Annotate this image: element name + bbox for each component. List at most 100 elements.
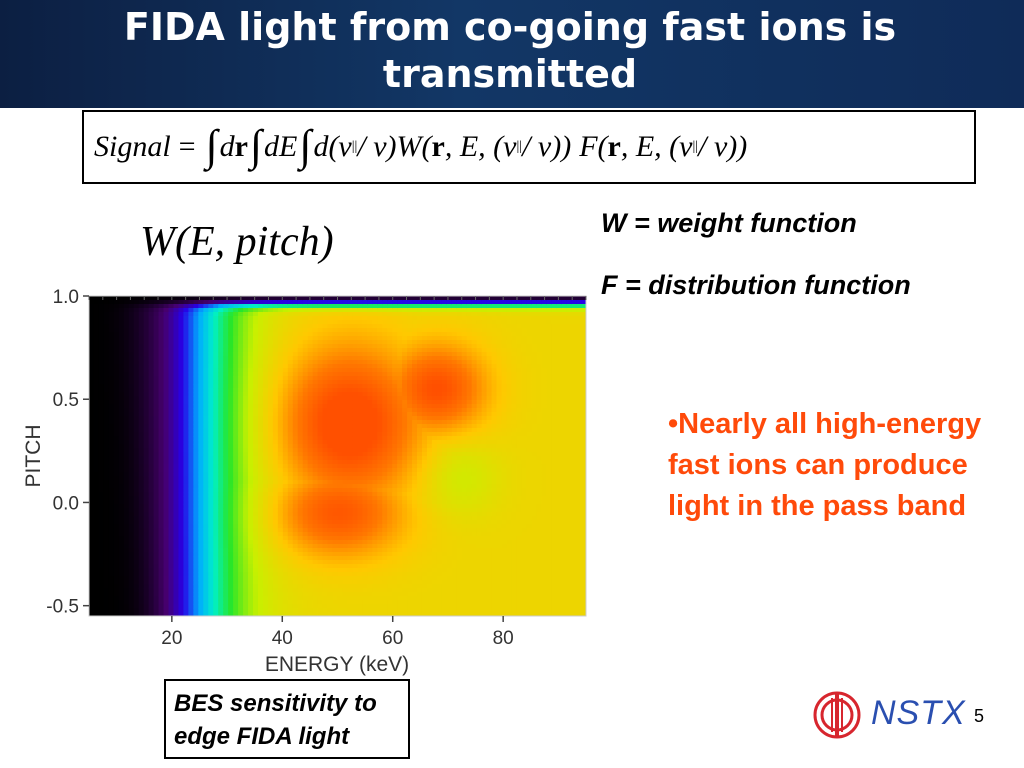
heatmap-cell <box>327 572 334 577</box>
heatmap-cell <box>168 484 175 489</box>
heatmap-cell <box>377 548 383 553</box>
heatmap-cell <box>133 300 140 305</box>
heatmap-cell <box>153 512 160 517</box>
heatmap-cell <box>148 312 155 317</box>
heatmap-cell <box>213 328 219 333</box>
heatmap-cell <box>243 544 249 549</box>
heatmap-cell <box>243 352 249 357</box>
heatmap-cell <box>327 580 334 585</box>
heatmap-cell <box>118 340 125 345</box>
heatmap-cell <box>243 384 249 389</box>
heatmap-cell <box>292 492 299 497</box>
heatmap-cell <box>193 452 199 457</box>
heatmap-cell <box>178 432 185 437</box>
heatmap-cell <box>257 528 264 533</box>
heatmap-cell <box>253 360 259 365</box>
heatmap-cell <box>367 404 373 409</box>
heatmap-cell <box>287 348 294 353</box>
heatmap-cell <box>322 412 329 417</box>
heatmap-cell <box>113 376 120 381</box>
heatmap-cell <box>332 524 339 529</box>
heatmap-cell <box>387 372 393 377</box>
heatmap-cell <box>262 372 269 377</box>
heatmap-cell <box>243 372 249 377</box>
heatmap-cell <box>138 412 145 417</box>
heatmap-cell <box>392 296 398 301</box>
heatmap-cell <box>377 452 383 457</box>
heatmap-cell <box>347 564 354 569</box>
heatmap-cell <box>168 540 175 545</box>
heatmap-cell <box>158 416 165 421</box>
heatmap-cell <box>138 524 145 529</box>
heatmap-cell <box>118 496 125 501</box>
heatmap-cell <box>103 388 110 393</box>
heatmap-cell <box>253 572 259 577</box>
heatmap-cell <box>297 496 304 501</box>
heatmap-cell <box>272 512 279 517</box>
heatmap-cell <box>392 412 398 417</box>
heatmap-cell <box>188 352 194 357</box>
heatmap-cell <box>228 604 234 609</box>
heatmap-cell <box>148 340 155 345</box>
heatmap-cell <box>218 556 224 561</box>
heatmap-cell <box>238 604 244 609</box>
heatmap-cell <box>188 372 194 377</box>
heatmap-cell <box>357 384 363 389</box>
heatmap-cell <box>93 612 100 616</box>
heatmap-cell <box>158 476 165 481</box>
heatmap-cell <box>163 396 170 401</box>
heatmap-cell <box>372 536 378 541</box>
heatmap-cell <box>123 504 130 509</box>
heatmap-cell <box>367 304 373 309</box>
heatmap-cell <box>108 596 115 601</box>
heatmap-cell <box>198 512 204 517</box>
heatmap-cell <box>128 488 135 493</box>
heatmap-cell <box>392 332 398 337</box>
heatmap-cell <box>367 296 373 301</box>
heatmap-cell <box>103 584 110 589</box>
heatmap-cell <box>228 524 234 529</box>
heatmap-cell <box>372 448 378 453</box>
heatmap-cell <box>337 412 344 417</box>
heatmap-cell <box>302 456 309 461</box>
heatmap-cell <box>292 364 299 369</box>
heatmap-cell <box>203 332 209 337</box>
heatmap-cell <box>272 312 279 317</box>
heatmap-cell <box>267 488 274 493</box>
heatmap-cell <box>123 516 130 521</box>
heatmap-cell <box>337 296 344 301</box>
heatmap-cell <box>93 440 100 445</box>
heatmap-cell <box>89 580 95 585</box>
heatmap-cell <box>277 464 284 469</box>
heatmap-cell <box>158 520 165 525</box>
heatmap-cell <box>342 320 349 325</box>
heatmap-cell <box>89 492 95 497</box>
heatmap-cell <box>93 544 100 549</box>
heatmap-cell <box>113 496 120 501</box>
heatmap-cell <box>153 328 160 333</box>
heatmap-cell <box>158 336 165 341</box>
heatmap-cell <box>287 440 294 445</box>
heatmap-cell <box>238 340 244 345</box>
heatmap-cell <box>173 512 180 517</box>
heatmap-cell <box>332 336 339 341</box>
heatmap-cell <box>362 300 368 305</box>
heatmap-cell <box>168 312 175 317</box>
heatmap-cell <box>168 552 175 557</box>
heatmap-cell <box>218 404 224 409</box>
heatmap-cell <box>327 348 334 353</box>
heatmap-cell <box>312 560 319 565</box>
heatmap-cell <box>332 400 339 405</box>
heatmap-cell <box>193 364 199 369</box>
heatmap-cell <box>332 428 339 433</box>
heatmap-cell <box>153 588 160 593</box>
heatmap-cell <box>108 604 115 609</box>
heatmap-cell <box>352 464 358 469</box>
heatmap-cell <box>138 496 145 501</box>
heatmap-cell <box>297 588 304 593</box>
heatmap-cell <box>342 480 349 485</box>
heatmap-cell <box>173 400 180 405</box>
heatmap-cell <box>332 568 339 573</box>
heatmap-cell <box>238 360 244 365</box>
heatmap-cell <box>367 512 373 517</box>
